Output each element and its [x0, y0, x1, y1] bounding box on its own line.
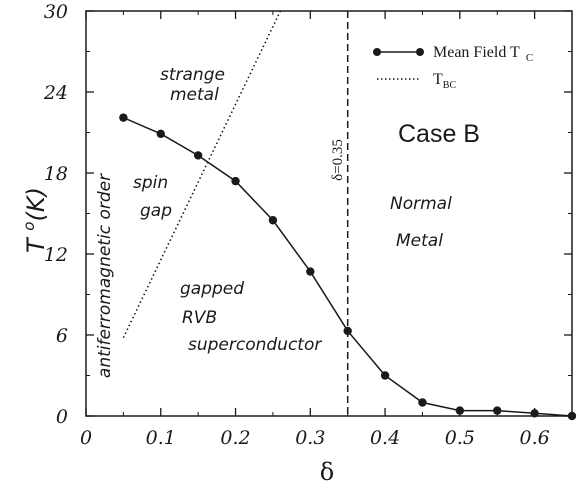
x-tick-label: 0.1	[146, 427, 176, 449]
y-tick-label: 6	[56, 325, 68, 347]
y-axis-title: T o(K)	[20, 187, 50, 253]
afm-label: antiferromagnetic order	[95, 173, 115, 378]
series-tbc	[122, 10, 282, 339]
spin-gap-line1: spin	[133, 173, 168, 193]
y-tick-label: 24	[43, 82, 68, 104]
mean-field-point	[306, 267, 315, 276]
y-tick-label: 0	[56, 406, 68, 428]
legend-label-tbc: TBC	[433, 71, 456, 91]
y-tick-label: 12	[44, 244, 68, 266]
strange-metal-line2: metal	[170, 85, 219, 105]
spin-gap-line2: gap	[140, 201, 172, 221]
mean-field-point	[231, 176, 240, 186]
mean-field-point	[493, 406, 502, 415]
x-tick-label: 0.4	[370, 427, 400, 449]
tbc-dotted-line	[122, 10, 282, 339]
y-tick-label: 30	[44, 1, 68, 23]
gapped-rvb-line2: RVB	[182, 308, 217, 328]
case-label: Case B	[398, 120, 480, 148]
svg-text:T o(K): T o(K)	[20, 187, 50, 253]
legend-marker-right	[416, 48, 424, 56]
mean-field-point	[380, 371, 390, 380]
x-tick-label: 0.5	[445, 427, 475, 449]
normal-metal-line1: Normal	[390, 194, 452, 214]
legend-marker-left	[373, 48, 381, 56]
normal-metal-line2: Metal	[396, 231, 443, 251]
x-tick-label: 0	[80, 427, 92, 449]
x-tick-label: 0.3	[295, 427, 325, 449]
mean-field-point	[268, 216, 278, 225]
mean-field-point	[455, 406, 465, 415]
plot-frame	[85, 10, 573, 417]
mean-field-point	[418, 398, 427, 407]
tick-labels: 0 0.1 0.2 0.3 0.4 0.5 0.6 0 6 12 18 24 30	[43, 1, 550, 449]
vline-label: δ=0.35	[330, 139, 346, 181]
x-tick-label: 0.2	[220, 427, 250, 449]
x-tick-label: 0.6	[520, 427, 550, 449]
y-tick-label: 18	[44, 163, 68, 185]
mean-field-point	[193, 151, 203, 160]
gapped-rvb-line3: superconductor	[188, 335, 322, 355]
gapped-rvb-line1: gapped	[180, 279, 244, 299]
strange-metal-line1: strange	[160, 65, 225, 85]
mean-field-point	[119, 113, 128, 122]
mean-field-point	[156, 129, 165, 139]
x-axis-title: δ	[320, 458, 334, 486]
mean-field-point	[343, 326, 352, 336]
